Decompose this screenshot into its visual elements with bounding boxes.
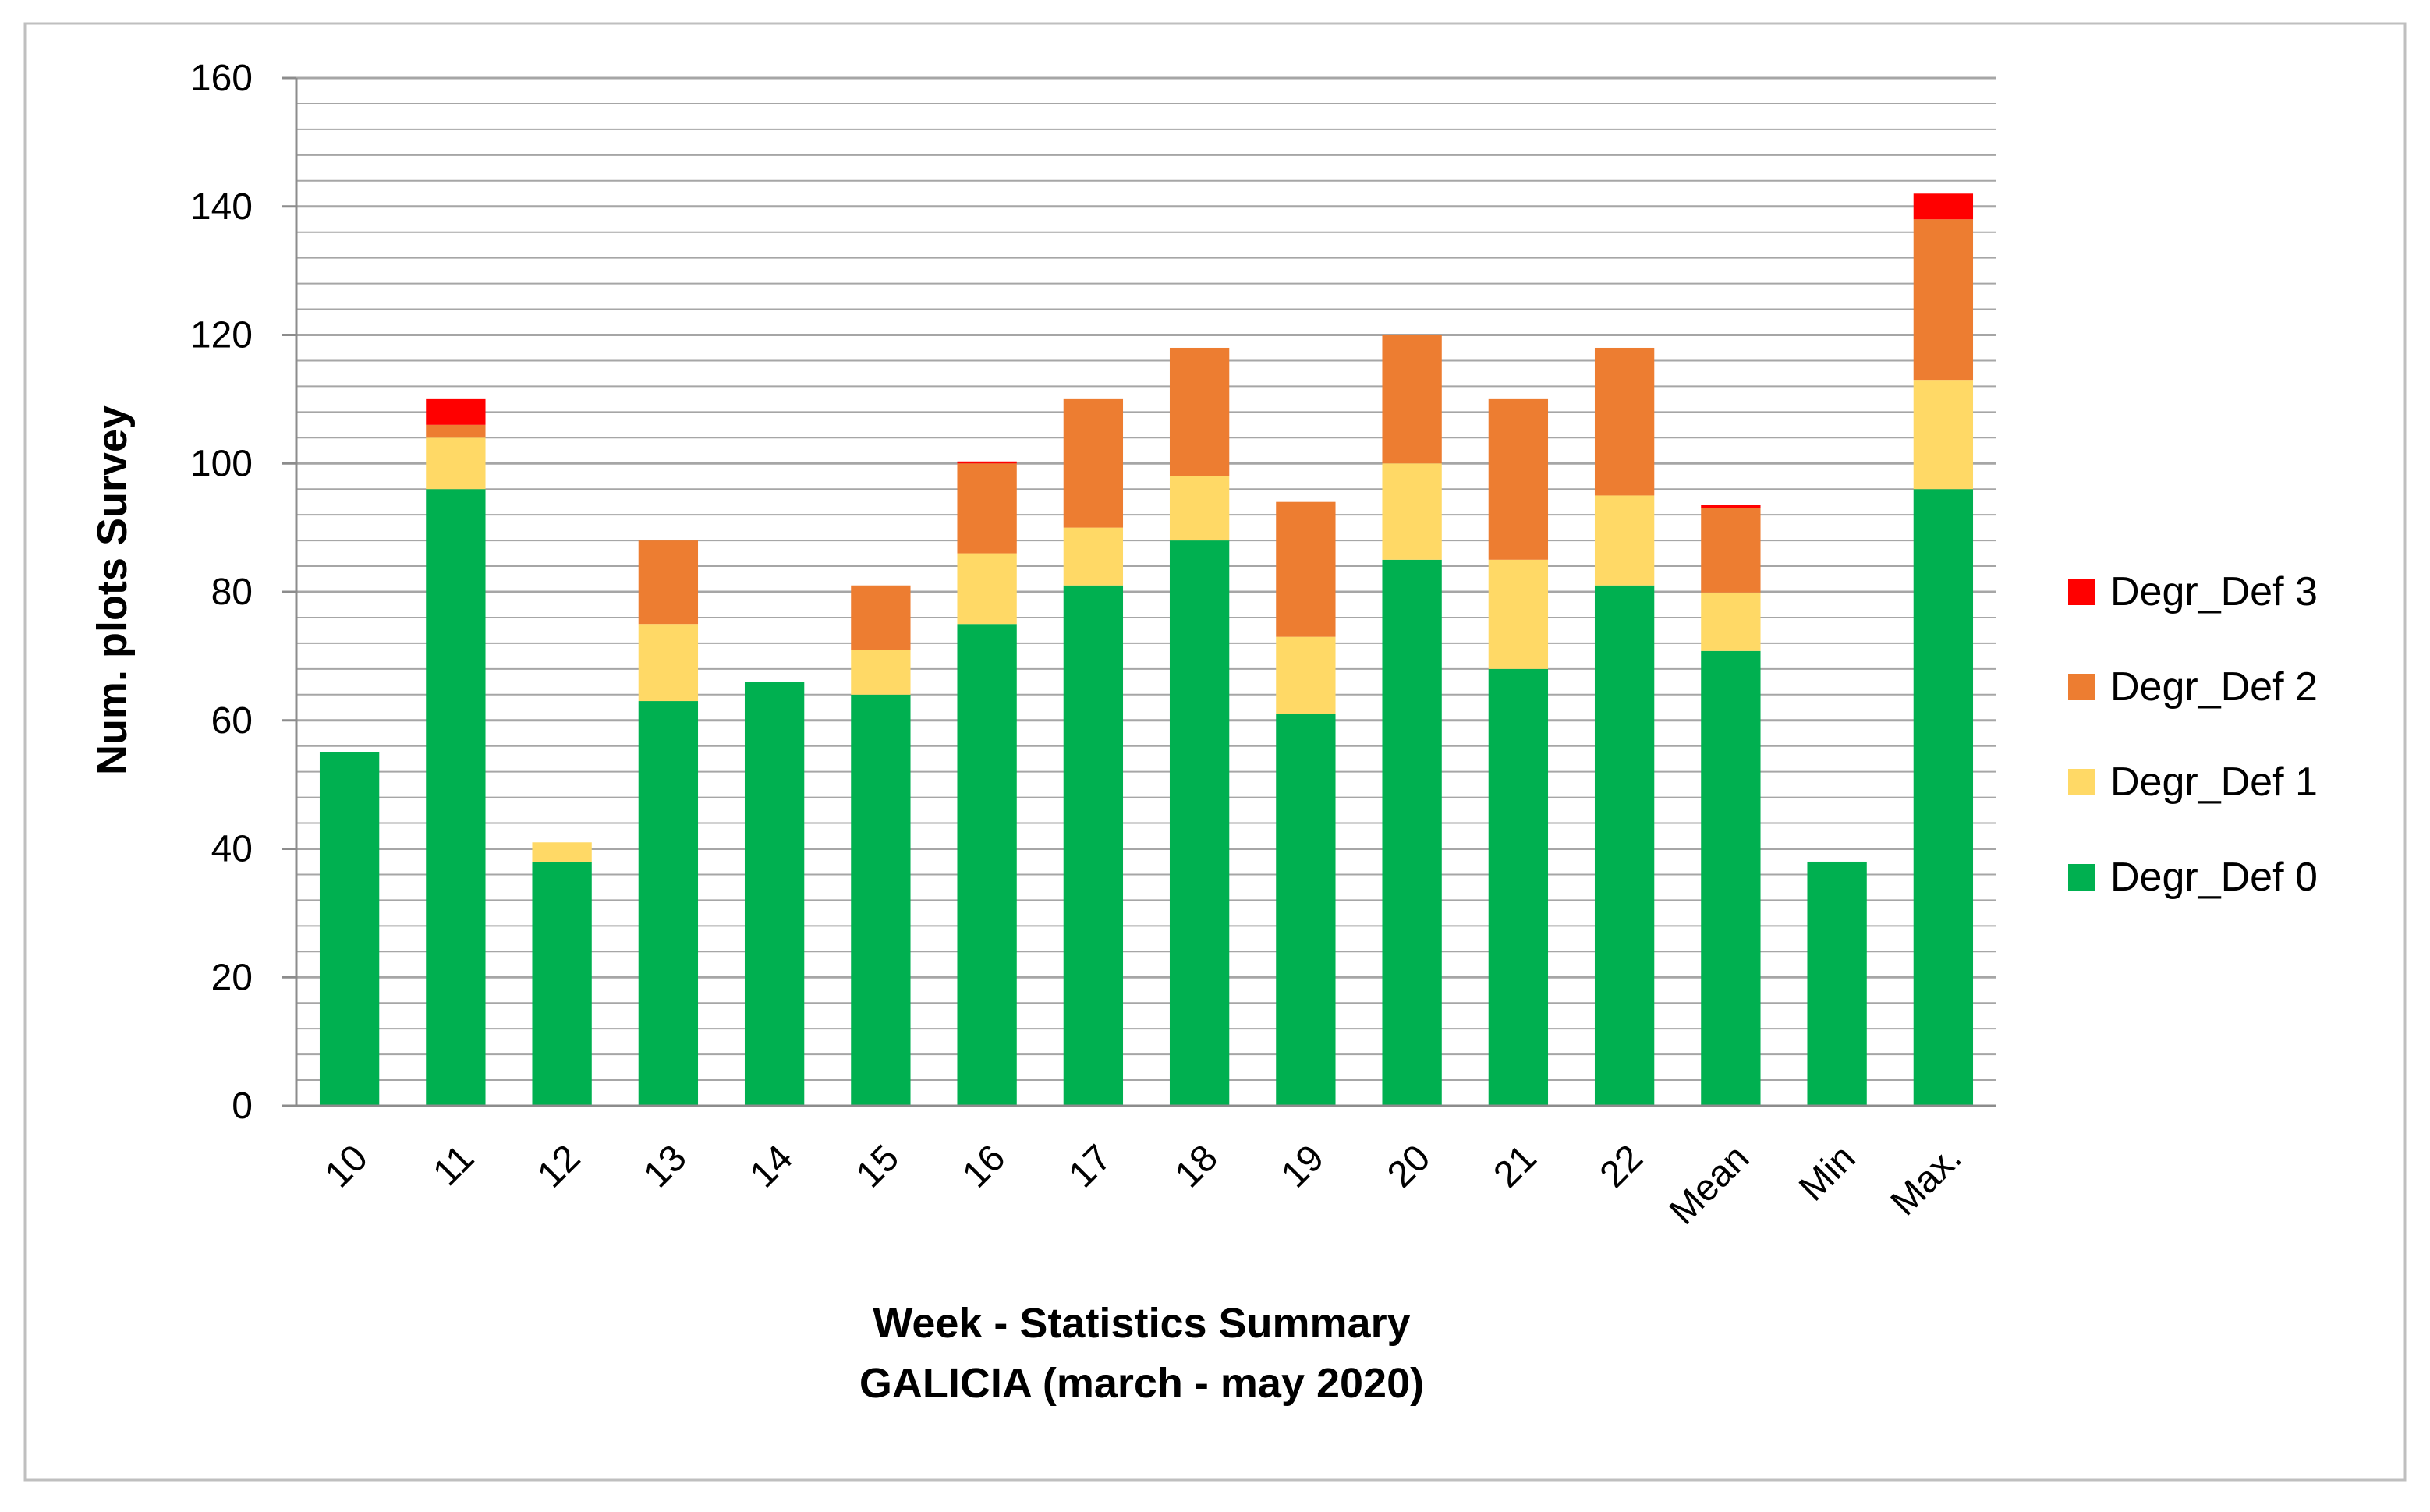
legend: Degr_Def 3 Degr_Def 2 Degr_Def 1 Degr_Def 0 [2068, 569, 2318, 900]
x-axis-title-line-1: Week - Statistics Summary [873, 1300, 1410, 1347]
bar-degr-def-1-19 [1276, 636, 1336, 714]
bar-degr-def-0-13 [638, 701, 699, 1106]
bar-degr-def-2-13 [638, 540, 699, 625]
bar-degr-def-1-12 [532, 842, 592, 862]
bar-degr-def-0-11 [426, 489, 486, 1106]
legend-label-degr-def-1: Degr_Def 1 [2110, 760, 2318, 805]
bar-degr-def-1-15 [851, 650, 911, 695]
y-tick-label: 120 [190, 315, 253, 356]
y-tick-label: 0 [232, 1085, 253, 1127]
legend-swatch-degr-def-2 [2068, 674, 2095, 700]
bar-degr-def-2-17 [1063, 398, 1124, 528]
legend-swatch-degr-def-3 [2068, 579, 2095, 605]
y-tick-label: 40 [211, 829, 253, 870]
bar-degr-def-3-11 [426, 398, 486, 425]
legend-label-degr-def-0: Degr_Def 0 [2110, 855, 2318, 900]
bar-degr-def-2-19 [1276, 501, 1336, 637]
bar-degr-def-0-20 [1382, 559, 1442, 1106]
bar-layer [319, 193, 1974, 1106]
bar-degr-def-0-21 [1488, 668, 1549, 1106]
bar-degr-def-2-mean [1701, 508, 1761, 593]
y-tick-label: 20 [211, 957, 253, 998]
y-tick-label: 60 [211, 700, 253, 742]
bar-degr-def-2-max [1913, 219, 1974, 381]
bar-degr-def-2-16 [957, 463, 1017, 554]
bar-degr-def-0-19 [1276, 714, 1336, 1106]
bar-degr-def-0-18 [1169, 540, 1230, 1106]
bar-degr-def-1-22 [1594, 495, 1655, 586]
y-axis-title: Num. plots Survey [89, 405, 136, 775]
bar-degr-def-0-mean [1701, 650, 1761, 1106]
bar-degr-def-0-min [1807, 861, 1867, 1106]
bar-degr-def-1-13 [638, 624, 699, 702]
bar-degr-def-3-mean [1701, 505, 1761, 508]
bar-degr-def-1-17 [1063, 527, 1124, 586]
y-tick-label: 140 [190, 186, 253, 228]
bar-degr-def-1-mean [1701, 592, 1761, 651]
legend-label-degr-def-2: Degr_Def 2 [2110, 664, 2318, 710]
bar-degr-def-0-max [1913, 489, 1974, 1106]
legend-label-degr-def-3: Degr_Def 3 [2110, 569, 2318, 614]
bar-degr-def-0-22 [1594, 585, 1655, 1106]
bar-degr-def-1-20 [1382, 463, 1442, 560]
y-tick-label: 160 [190, 58, 253, 99]
bar-degr-def-0-10 [319, 752, 380, 1106]
bar-degr-def-1-21 [1488, 559, 1549, 669]
bar-degr-def-2-15 [851, 585, 911, 650]
bar-degr-def-2-18 [1169, 347, 1230, 476]
bar-degr-def-1-16 [957, 553, 1017, 625]
y-tick-label: 100 [190, 443, 253, 484]
y-tick-labels: 0 20 40 60 80 100 120 140 160 [190, 58, 253, 1127]
x-axis-title-line-2: GALICIA (march - may 2020) [859, 1360, 1424, 1407]
bar-degr-def-1-11 [426, 437, 486, 490]
bar-degr-def-2-11 [426, 424, 486, 438]
legend-swatch-degr-def-1 [2068, 769, 2095, 795]
bar-degr-def-0-14 [744, 682, 805, 1106]
bar-degr-def-3-16 [957, 461, 1017, 464]
bar-degr-def-1-max [1913, 380, 1974, 490]
bar-degr-def-3-max [1913, 193, 1974, 220]
bar-degr-def-2-21 [1488, 398, 1549, 560]
bar-degr-def-0-15 [851, 694, 911, 1106]
y-tick-label: 80 [211, 572, 253, 613]
bar-degr-def-2-22 [1594, 347, 1655, 496]
bar-degr-def-1-18 [1169, 476, 1230, 541]
axis-layer [282, 76, 1996, 1107]
bar-degr-def-0-16 [957, 624, 1017, 1106]
legend-swatch-degr-def-0 [2068, 864, 2095, 891]
bar-degr-def-2-20 [1382, 335, 1442, 464]
bar-degr-def-0-12 [532, 861, 592, 1106]
bar-degr-def-0-17 [1063, 585, 1124, 1106]
